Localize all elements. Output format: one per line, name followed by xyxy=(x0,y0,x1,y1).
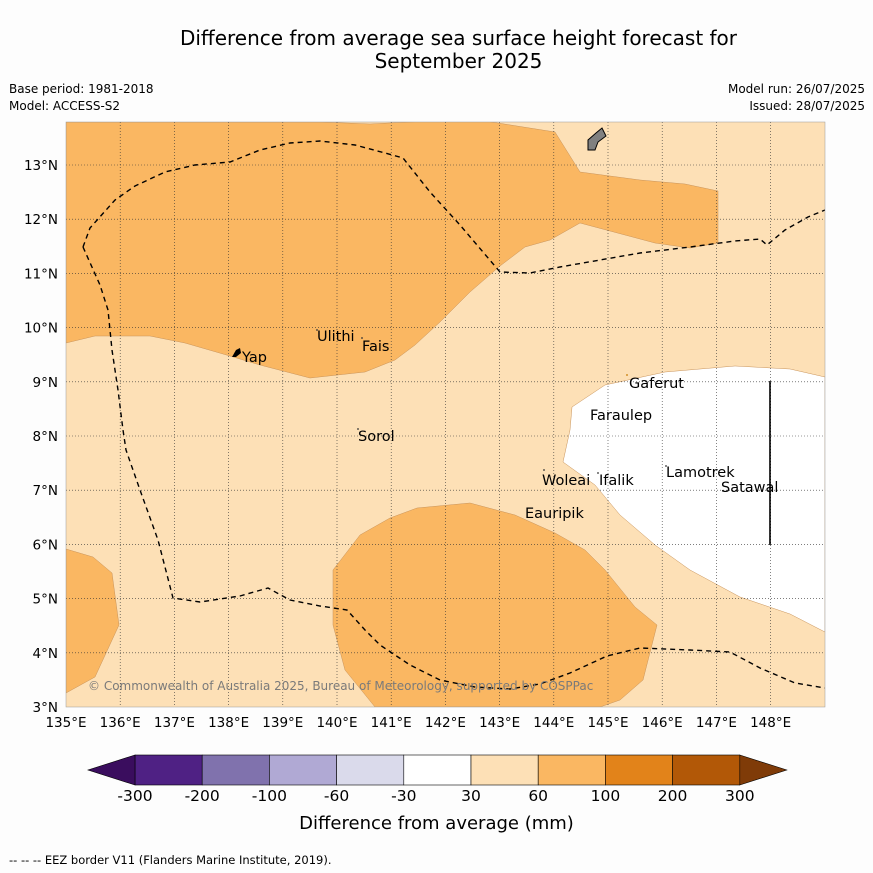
longitude-tick-labels: 135°E 136°E 137°E 138°E 139°E 140°E 141°E 142°E… xyxy=(45,715,791,731)
lon-tick-label: 146°E xyxy=(642,715,683,731)
colorbar-tick-label: -60 xyxy=(323,787,350,805)
colorbar-tick-label: 300 xyxy=(725,787,755,805)
colorbar-segment xyxy=(537,754,606,786)
colorbar-segment xyxy=(672,754,741,786)
lat-tick-label: 12°N xyxy=(24,212,58,228)
lon-tick-label: 135°E xyxy=(45,715,86,731)
sorol-dot xyxy=(357,428,359,430)
label-fais: Fais xyxy=(362,339,389,355)
label-woleai: Woleai xyxy=(542,473,590,489)
lon-tick-label: 145°E xyxy=(587,715,628,731)
colorbar-segment xyxy=(605,754,673,786)
model-run: Model run: 26/07/2025 xyxy=(727,82,865,96)
colorbar-tick-label: -200 xyxy=(184,787,220,805)
lat-tick-label: 8°N xyxy=(33,429,58,445)
gridlines xyxy=(66,122,825,707)
lon-tick-label: 136°E xyxy=(100,715,141,731)
lon-tick-label: 143°E xyxy=(479,715,520,731)
anomaly-60-100-west xyxy=(66,548,120,694)
fais-dot xyxy=(361,337,363,339)
yap-island xyxy=(232,348,241,357)
lat-tick-label: 5°N xyxy=(33,592,58,608)
colorbar-tick-label: 30 xyxy=(461,787,481,805)
copyright-note: © Commonwealth of Australia 2025, Bureau… xyxy=(88,679,593,693)
lon-tick-label: 138°E xyxy=(208,715,249,731)
guam-island xyxy=(587,127,607,151)
eez-border-west xyxy=(82,246,825,690)
colorbar-segment xyxy=(201,754,270,786)
lon-tick-label: 144°E xyxy=(533,715,574,731)
anomaly-top-right-patch xyxy=(775,122,825,130)
map-frame xyxy=(65,121,826,708)
label-sorol: Sorol xyxy=(358,429,395,445)
lon-tick-label: 148°E xyxy=(750,715,791,731)
colorbar-title: Difference from average (mm) xyxy=(299,813,574,834)
lat-tick-label: 4°N xyxy=(33,646,58,662)
title-line-2: September 2025 xyxy=(374,49,543,73)
lon-tick-label: 139°E xyxy=(262,715,303,731)
meta-left: Base period: 1981-2018 Model: ACCESS-S2 xyxy=(9,81,154,115)
lat-tick-label: 10°N xyxy=(24,321,58,337)
lamotrek-dot xyxy=(665,465,667,467)
label-yap: Yap xyxy=(241,350,267,366)
label-faraulep: Faraulep xyxy=(590,408,652,424)
meta-right: Model run: 26/07/2025 Issued: 28/07/2025 xyxy=(728,81,865,115)
label-gaferut: Gaferut xyxy=(629,376,684,392)
colorbar-tick-label: -30 xyxy=(391,787,417,805)
issued-date: Issued: 28/07/2025 xyxy=(749,99,865,113)
colorbar-segment xyxy=(269,754,337,786)
anomaly-near-zero-region xyxy=(562,365,825,633)
lat-tick-label: 11°N xyxy=(24,266,58,282)
colorbar-tick-label: -100 xyxy=(251,787,287,805)
latitude-tick-labels: 13°N 12°N 11°N 10°N 9°N 8°N 7°N 6°N 5°N 4°N 3°N xyxy=(24,158,58,716)
label-satawal: Satawal xyxy=(721,480,778,496)
colorbar-segment xyxy=(470,754,539,786)
colorbar-segment xyxy=(336,754,405,786)
colorbar-tick-label: 100 xyxy=(590,787,621,805)
woleai-dot xyxy=(543,469,545,471)
ifalik-dot xyxy=(597,472,599,474)
colorbar-segment xyxy=(403,754,472,786)
lat-tick-label: 3°N xyxy=(33,700,58,716)
title-line-1: Difference from average sea surface heig… xyxy=(179,26,738,50)
lon-tick-label: 140°E xyxy=(316,715,357,731)
label-lamotrek: Lamotrek xyxy=(666,465,735,481)
label-ifalik: Ifalik xyxy=(599,473,634,489)
anomaly-60-100-north xyxy=(66,122,719,379)
colorbar-tick-label: -300 xyxy=(117,787,153,805)
base-period: Base period: 1981-2018 xyxy=(9,82,154,96)
gaferut-dot xyxy=(626,374,628,376)
lat-tick-label: 7°N xyxy=(33,483,58,499)
lon-tick-label: 137°E xyxy=(154,715,195,731)
lat-tick-label: 9°N xyxy=(33,375,58,391)
lon-tick-label: 141°E xyxy=(371,715,412,731)
colorbar xyxy=(87,754,788,786)
colorbar-tick-label: 200 xyxy=(657,787,688,805)
colorbar-over-arrow xyxy=(739,754,788,786)
lat-tick-label: 6°N xyxy=(33,537,58,553)
lon-tick-label: 142°E xyxy=(425,715,466,731)
place-labels: Ulithi Fais Yap Gaferut Faraulep Sorol W… xyxy=(241,329,778,522)
anomaly-60-100-south xyxy=(332,502,658,707)
lat-tick-label: 13°N xyxy=(24,158,58,174)
ulithi-dot xyxy=(316,329,318,331)
map-title: Difference from average sea surface heig… xyxy=(60,27,857,73)
label-ulithi: Ulithi xyxy=(317,329,355,345)
model-name: Model: ACCESS-S2 xyxy=(9,99,121,113)
eez-footnote: -- -- -- EEZ border V11 (Flanders Marine… xyxy=(9,853,332,867)
lon-tick-label: 147°E xyxy=(696,715,737,731)
colorbar-tick-label: 60 xyxy=(528,787,549,805)
colorbar-segment xyxy=(134,754,203,786)
label-eauripik: Eauripik xyxy=(525,506,584,522)
map-area: Ulithi Fais Yap Gaferut Faraulep Sorol W… xyxy=(66,122,825,707)
colorbar-under-arrow xyxy=(87,754,136,786)
